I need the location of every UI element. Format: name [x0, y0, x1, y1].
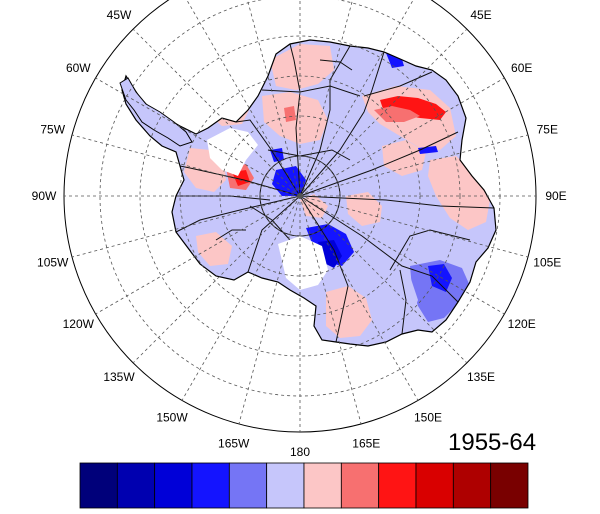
coastline [121, 39, 497, 347]
colorbar-swatch [116, 462, 156, 509]
longitude-label: 150E [414, 411, 442, 425]
colorbar-swatch [266, 462, 305, 509]
colorbar-swatch [452, 462, 492, 509]
period-label: 1955-64 [448, 429, 536, 456]
anomaly-patch [196, 232, 232, 266]
colorbar-swatch [154, 462, 193, 509]
colorbar-swatch [340, 462, 380, 509]
longitude-label: 165W [218, 436, 250, 450]
longitude-label: 90W [32, 189, 57, 203]
longitude-label: 75W [40, 123, 65, 137]
missing-weddell [207, 128, 258, 176]
basin-line [389, 229, 471, 271]
basin-line [299, 51, 385, 197]
basin-line [299, 131, 459, 197]
anomaly-patch [382, 140, 426, 176]
longitude-label: 120E [508, 317, 536, 331]
basin-line [399, 269, 407, 335]
missing-data-areas [207, 128, 328, 290]
basin-line [299, 195, 459, 303]
basin-line [249, 205, 291, 241]
anomaly-patch [346, 192, 382, 226]
longitude-label: 120W [63, 317, 95, 331]
basin-line [363, 71, 433, 97]
anomaly-patch [380, 96, 446, 120]
longitude-label: 135E [467, 370, 495, 384]
anomaly-patch [326, 286, 372, 338]
parallel-circle [139, 35, 461, 357]
basin-line [267, 149, 351, 161]
longitude-label: 60W [66, 61, 91, 75]
basin-line [299, 195, 349, 343]
colorbar-swatch [191, 462, 230, 509]
longitude-label: 105W [37, 255, 69, 269]
colorbar-swatch [303, 462, 342, 509]
anomaly-patch [272, 166, 306, 196]
parallel-circle [99, 0, 501, 397]
colorbar-swatch [228, 462, 268, 509]
basin-line [261, 85, 361, 97]
graticule [64, 0, 536, 432]
longitude-label: 45E [470, 8, 491, 22]
longitude-label: 135W [103, 370, 135, 384]
anomaly-patch [270, 44, 334, 90]
drainage-basin-lines [175, 43, 495, 343]
basin-line [235, 119, 301, 197]
parallel-circle [259, 155, 341, 237]
basin-line [299, 195, 495, 209]
parallel-circle [219, 115, 381, 277]
longitude-label: 45W [107, 8, 132, 22]
anomaly-patch [418, 146, 438, 154]
parallel-circle [179, 75, 421, 317]
longitude-labels: 180 165E 150E 135E 120E 105E 90E 75E 60E 45E 45W 60… [32, 8, 567, 459]
colorbar-swatch [79, 462, 118, 509]
colorbar-swatch [378, 462, 417, 509]
basin-line [319, 59, 353, 71]
longitude-label: 75E [537, 123, 558, 137]
basin-line [299, 45, 351, 197]
longitude-label: 105E [533, 255, 561, 269]
antarctic-peninsula [119, 77, 193, 147]
colorbar-swatch [490, 462, 529, 509]
colorbar-swatch [415, 462, 454, 509]
missing-ross [278, 236, 328, 290]
anomaly-patch [428, 264, 452, 292]
basin-line [247, 195, 301, 273]
colorbar [79, 462, 529, 509]
anomaly-patch [284, 106, 296, 122]
longitude-label: 180 [290, 445, 310, 459]
longitude-label: 60E [511, 61, 532, 75]
longitude-label: 150W [156, 411, 188, 425]
longitude-label: 165E [352, 436, 380, 450]
longitude-label: 90E [545, 189, 566, 203]
basin-line [176, 195, 271, 201]
